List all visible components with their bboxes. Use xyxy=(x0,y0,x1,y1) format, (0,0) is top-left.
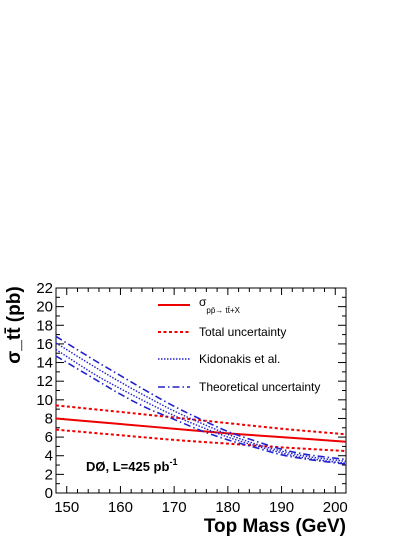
legend-label-theory_unc: Theoretical uncertainty xyxy=(199,380,320,394)
y-tick-label: 18 xyxy=(36,317,53,334)
y-tick-label: 16 xyxy=(36,336,53,353)
y-tick-label: 12 xyxy=(36,373,53,390)
legend-label-kidonakis: Kidonakis et al. xyxy=(199,352,280,366)
y-tick-label: 4 xyxy=(45,448,53,465)
series-line-kidonakis-lower xyxy=(55,348,347,464)
y-tick-label: 20 xyxy=(36,299,53,316)
series-line-total_unc-lower xyxy=(55,428,347,453)
legend-label-main: σ xyxy=(199,295,207,309)
x-tick-label: 170 xyxy=(162,499,187,516)
y-tick-label: 2 xyxy=(45,466,53,483)
x-tick-label: 180 xyxy=(215,499,240,516)
legend-label-measured: σpp̄→ tt̄+X xyxy=(199,295,241,315)
y-tick-label: 14 xyxy=(36,355,53,372)
y-tick-label: 22 xyxy=(36,280,53,297)
legend-label-sub: pp̄→ tt̄+X xyxy=(206,306,240,315)
x-tick-label: 150 xyxy=(54,499,79,516)
annotation: DØ, L=425 pb-1 xyxy=(86,457,177,474)
y-tick-label: 0 xyxy=(45,485,53,502)
x-axis-title: Top Mass (GeV) xyxy=(204,516,346,537)
y-tick-label: 6 xyxy=(45,429,53,446)
series-line-kidonakis-upper xyxy=(55,342,347,463)
legend-label-total_unc: Total uncertainty xyxy=(199,325,286,339)
axis-ticks xyxy=(55,287,347,494)
annotation-superscript: -1 xyxy=(169,457,177,467)
y-axis-label: σ_tt̄ (pb) xyxy=(4,286,25,363)
y-tick-label: 10 xyxy=(36,392,53,409)
series-line-theory_unc-lower xyxy=(55,355,347,465)
x-tick-label: 200 xyxy=(323,499,348,516)
annotation-text: DØ, L=425 pb xyxy=(86,459,169,474)
legend: σpp̄→ tt̄+X Total uncertainty Kidonakis et… xyxy=(158,295,320,394)
y-axis-title: σ_tt̄ (pb) xyxy=(4,286,25,363)
series-lines xyxy=(55,335,347,465)
x-tick-label: 190 xyxy=(269,499,294,516)
x-tick-label: 160 xyxy=(108,499,133,516)
y-tick-label: 8 xyxy=(45,410,53,427)
series-line-total_unc-upper xyxy=(55,404,347,436)
